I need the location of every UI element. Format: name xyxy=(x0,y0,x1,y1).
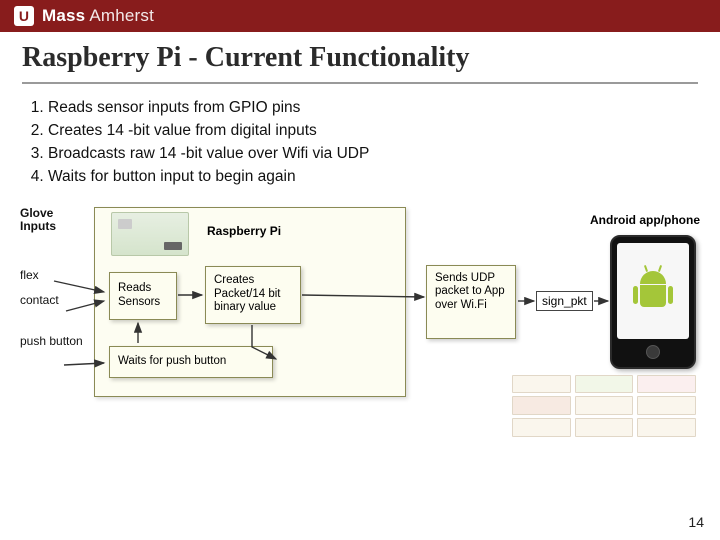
raspberry-pi-title: Raspberry Pi xyxy=(207,224,281,238)
brand-banner: U Mass Amherst xyxy=(0,0,720,32)
label-android: Android app/phone xyxy=(590,213,700,227)
raspberry-pi-group: Raspberry Pi Reads Sensors Creates Packe… xyxy=(94,207,406,397)
bullet-3: Broadcasts raw 14 -bit value over Wifi v… xyxy=(48,144,680,164)
phone-icon xyxy=(610,235,696,369)
bullet-2: Creates 14 -bit value from digital input… xyxy=(48,121,680,141)
label-push-button: push button xyxy=(20,335,86,348)
node-waits-button: Waits for push button xyxy=(109,346,273,378)
functionality-list: Reads sensor inputs from GPIO pins Creat… xyxy=(0,84,720,201)
bullet-4: Waits for button input to begin again xyxy=(48,167,680,187)
node-creates-packet: Creates Packet/14 bit binary value xyxy=(205,266,301,324)
brand-word-1: Mass xyxy=(42,6,85,26)
label-sign-pkt: sign_pkt xyxy=(536,291,593,311)
raspberry-pi-icon xyxy=(111,212,189,256)
android-robot-icon xyxy=(635,271,671,311)
node-reads-sensors: Reads Sensors xyxy=(109,272,177,320)
thumbnail-icon xyxy=(512,375,696,437)
page-number: 14 xyxy=(688,514,704,530)
input-labels: Glove Inputs flex contact push button xyxy=(20,207,86,361)
diagram: Glove Inputs flex contact push button Ra… xyxy=(20,207,700,457)
brand-badge: U xyxy=(14,6,34,26)
node-sends-udp: Sends UDP packet to App over Wi.Fi xyxy=(426,265,516,339)
label-flex: flex xyxy=(20,269,86,282)
brand-word-2: Amherst xyxy=(89,6,154,26)
page-title: Raspberry Pi - Current Functionality xyxy=(22,42,698,74)
label-contact: contact xyxy=(20,294,86,307)
label-glove-inputs: Glove Inputs xyxy=(20,207,86,233)
bullet-1: Reads sensor inputs from GPIO pins xyxy=(48,98,680,118)
brand-logo: U Mass Amherst xyxy=(14,6,154,26)
